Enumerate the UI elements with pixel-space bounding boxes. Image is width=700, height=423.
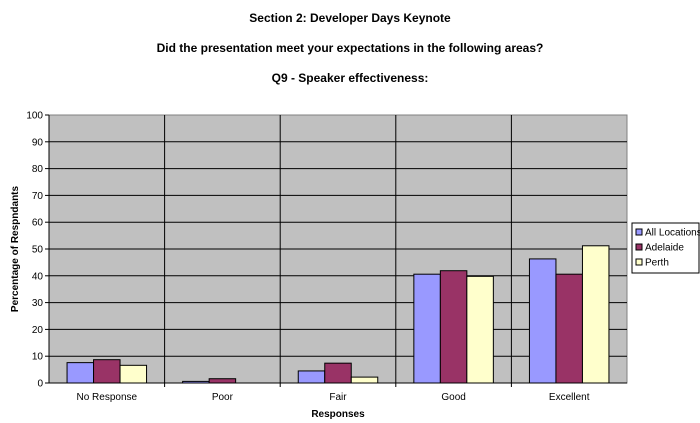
x-axis: No Response Poor Fair Good Excellent [77, 392, 590, 403]
y-tick-label: 70 [32, 191, 44, 202]
bar [66, 362, 95, 384]
legend-label: Adelaide [645, 243, 684, 254]
y-tick-label: 90 [32, 137, 44, 148]
chart-title: Section 2: Developer Days Keynote [249, 11, 451, 25]
legend-box [631, 222, 700, 274]
y-axis: 0 10 20 30 40 50 60 70 80 90 100 [26, 111, 627, 390]
bar [555, 273, 583, 384]
category-separators [164, 115, 512, 387]
y-tick-label: 100 [26, 111, 43, 122]
legend-label: Perth [645, 258, 669, 269]
legend-swatch [635, 258, 643, 266]
bar [528, 258, 557, 384]
bar [208, 378, 237, 384]
y-tick-label: 10 [32, 352, 44, 363]
chart-titles: Section 2: Developer Days Keynote Did th… [157, 11, 544, 85]
chart-subtitle: Did the presentation meet your expectati… [157, 41, 544, 55]
chart-question: Q9 - Speaker effectiveness: [272, 71, 429, 85]
bar [350, 376, 379, 384]
x-tick-label: No Response [77, 392, 138, 403]
x-tick-label: Good [441, 392, 465, 403]
x-axis-title: Responses [311, 409, 365, 420]
legend-swatch [635, 228, 643, 236]
x-tick-label: Excellent [549, 392, 590, 403]
y-tick-label: 20 [32, 325, 44, 336]
legend: All Locations Adelaide Perth [631, 222, 700, 274]
x-tick-label: Poor [212, 392, 234, 403]
bar [93, 359, 121, 384]
y-tick-label: 40 [32, 271, 44, 282]
legend-label: All Locations [645, 228, 700, 239]
bar [297, 370, 326, 384]
bar [119, 364, 148, 384]
y-tick-label: 60 [32, 218, 44, 229]
x-tick-label: Fair [329, 392, 347, 403]
y-tick-label: 0 [37, 379, 43, 390]
y-tick-label: 80 [32, 164, 44, 175]
bars [66, 245, 610, 384]
y-tick-label: 30 [32, 298, 44, 309]
bar [466, 275, 494, 384]
y-tick-label: 50 [32, 245, 44, 256]
y-axis-title: Percentage of Respndants [10, 185, 21, 312]
bar [439, 270, 468, 384]
bar [581, 245, 610, 384]
bar [413, 273, 441, 384]
legend-swatch [635, 243, 643, 251]
bar [324, 362, 352, 384]
